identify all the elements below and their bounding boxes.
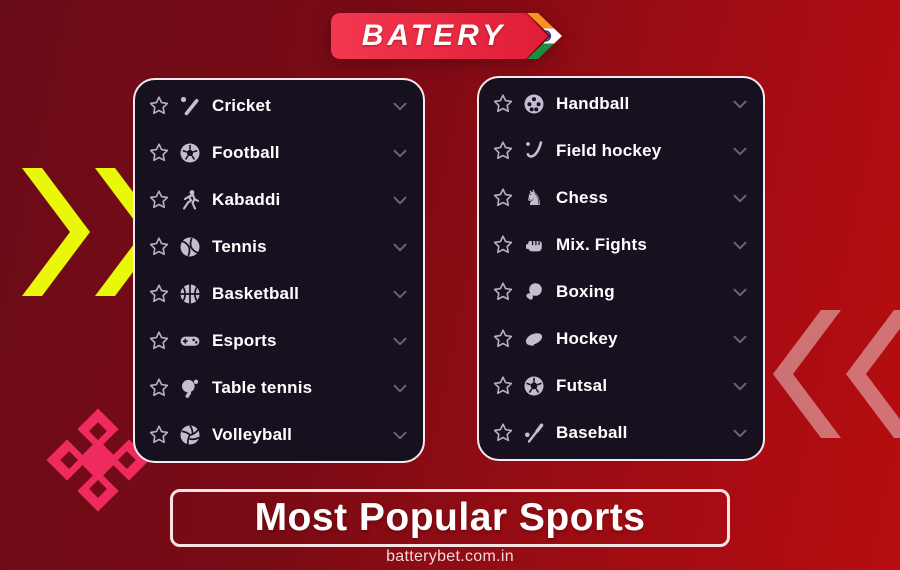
chevron-down-icon[interactable] <box>389 189 411 211</box>
favorite-star-icon[interactable] <box>491 186 515 210</box>
chevron-down-icon[interactable] <box>389 377 411 399</box>
sport-row[interactable]: Hockey <box>491 315 751 362</box>
sport-row[interactable]: Esports <box>147 317 411 364</box>
sport-row[interactable]: Cricket <box>147 83 411 130</box>
sport-label: Boxing <box>556 281 615 301</box>
chevron-down-icon[interactable] <box>389 283 411 305</box>
favorite-star-icon[interactable] <box>491 280 515 304</box>
favorite-star-icon[interactable] <box>491 374 515 398</box>
favorite-star-icon[interactable] <box>147 235 171 259</box>
chevron-down-icon[interactable] <box>729 234 751 256</box>
chevron-down-icon[interactable] <box>729 375 751 397</box>
chevron-down-icon[interactable] <box>389 142 411 164</box>
favorite-star-icon[interactable] <box>147 282 171 306</box>
chevron-down-icon[interactable] <box>729 187 751 209</box>
favorite-star-icon[interactable] <box>147 94 171 118</box>
sport-label: Mix. Fights <box>556 235 647 255</box>
chevron-down-icon[interactable] <box>729 328 751 350</box>
sport-label: Field hockey <box>556 141 662 161</box>
chevron-down-icon[interactable] <box>389 330 411 352</box>
sport-label: Esports <box>212 330 277 350</box>
sport-label: Cricket <box>212 96 272 116</box>
favorite-star-icon[interactable] <box>147 423 171 447</box>
basketball-icon <box>178 282 202 306</box>
sport-label: Handball <box>556 94 630 114</box>
sport-label: Basketball <box>212 283 300 303</box>
favorite-star-icon[interactable] <box>147 188 171 212</box>
sport-row[interactable]: Table tennis <box>147 364 411 411</box>
brand-name: BATERY <box>361 19 507 52</box>
sport-row[interactable]: Mix. Fights <box>491 222 751 269</box>
table-tennis-icon <box>178 376 202 400</box>
favorite-star-icon[interactable] <box>491 327 515 351</box>
chevron-down-icon[interactable] <box>389 95 411 117</box>
sport-label: Hockey <box>556 328 618 348</box>
sport-row[interactable]: Football <box>147 130 411 177</box>
sport-label: Tennis <box>212 237 267 257</box>
baseball-icon <box>522 421 546 445</box>
sport-row[interactable]: Kabaddi <box>147 177 411 224</box>
sport-row[interactable]: Tennis <box>147 224 411 271</box>
cricket-icon <box>178 94 202 118</box>
football-icon <box>178 141 202 165</box>
tennis-icon <box>178 235 202 259</box>
favorite-star-icon[interactable] <box>147 329 171 353</box>
sport-row[interactable]: Boxing <box>491 269 751 316</box>
sport-label: Table tennis <box>212 377 313 397</box>
boxing-icon <box>522 280 546 304</box>
chevron-down-icon[interactable] <box>389 236 411 258</box>
volleyball-icon <box>178 423 202 447</box>
sport-label: Volleyball <box>212 424 293 444</box>
sport-row[interactable]: Volleyball <box>147 411 411 458</box>
double-chevron-left-icon <box>773 310 900 438</box>
sports-panel-right: Handball Field hockey ♞ Chess Mix. Fights Box… <box>477 76 765 461</box>
chevron-down-icon[interactable] <box>729 281 751 303</box>
sport-label: Kabaddi <box>212 190 281 210</box>
sport-row[interactable]: Baseball <box>491 409 751 456</box>
site-domain: batterybet.com.in <box>386 548 514 565</box>
chevron-down-icon[interactable] <box>729 422 751 444</box>
sport-row[interactable]: Futsal <box>491 362 751 409</box>
page-title: Most Popular Sports <box>254 496 646 539</box>
mix-fights-icon <box>522 233 546 257</box>
futsal-icon <box>522 374 546 398</box>
sport-label: Baseball <box>556 422 628 442</box>
favorite-star-icon[interactable] <box>491 233 515 257</box>
sport-label: Futsal <box>556 375 608 395</box>
favorite-star-icon[interactable] <box>491 92 515 116</box>
sport-row[interactable]: Field hockey <box>491 128 751 175</box>
hockey-icon <box>522 327 546 351</box>
chevron-down-icon[interactable] <box>389 424 411 446</box>
batery-logo-banner <box>331 13 562 59</box>
title-banner: Most Popular Sports <box>170 489 730 547</box>
chevron-down-icon[interactable] <box>729 93 751 115</box>
chess-icon: ♞ <box>524 186 544 211</box>
favorite-star-icon[interactable] <box>147 141 171 165</box>
sport-label: Football <box>212 143 280 163</box>
sport-row[interactable]: Basketball <box>147 271 411 318</box>
batery-logo: BATERY <box>330 12 570 60</box>
sport-row[interactable]: ♞ Chess <box>491 175 751 222</box>
esports-icon <box>178 329 202 353</box>
chevron-down-icon[interactable] <box>729 140 751 162</box>
handball-icon <box>522 92 546 116</box>
kabaddi-icon <box>178 188 202 212</box>
sports-panel-left: Cricket Football Kabaddi Tennis Basketball Es… <box>133 78 425 463</box>
sport-row[interactable]: Handball <box>491 81 751 128</box>
favorite-star-icon[interactable] <box>491 139 515 163</box>
favorite-star-icon[interactable] <box>147 376 171 400</box>
favorite-star-icon[interactable] <box>491 421 515 445</box>
sport-label: Chess <box>556 188 609 208</box>
field-hockey-icon <box>522 139 546 163</box>
